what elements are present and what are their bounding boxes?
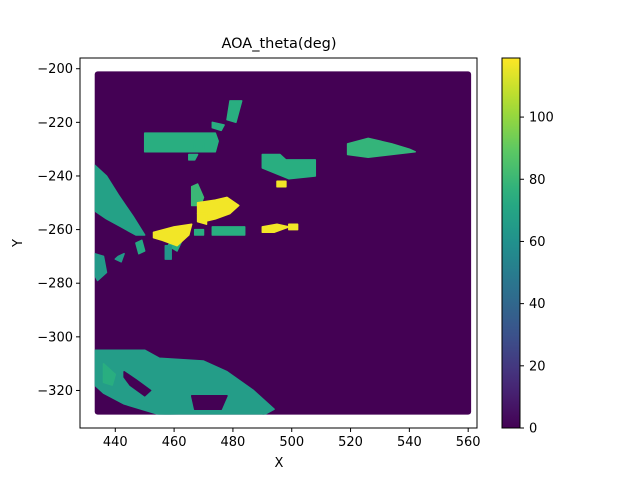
- x-tick-label: 560: [456, 435, 481, 450]
- heatmap-region: [94, 349, 275, 415]
- heatmap-region: [346, 137, 416, 158]
- x-tick-label: 520: [338, 435, 363, 450]
- y-tick-label: −240: [37, 169, 73, 184]
- colorbar-tick-label: 0: [529, 422, 537, 437]
- heatmap-region: [114, 252, 125, 263]
- y-tick-label: −320: [37, 384, 73, 399]
- plot-frame: [79, 57, 478, 429]
- heatmap-region: [94, 252, 108, 282]
- heatmap-region: [226, 100, 243, 124]
- colorbar-tick-label: 100: [529, 111, 554, 126]
- y-axis-label: Y: [11, 239, 26, 248]
- heatmap-region: [188, 153, 199, 161]
- x-axis-label: X: [275, 456, 284, 471]
- heatmap-region: [94, 164, 146, 236]
- y-tick-label: −220: [37, 116, 73, 131]
- chart-title: AOA_theta(deg): [221, 36, 336, 52]
- heatmap-region: [211, 121, 225, 132]
- colorbar: 0 20 40 60 80 100: [501, 57, 554, 437]
- heatmap-region: [211, 226, 246, 236]
- colorbar-tick-label: 80: [529, 173, 546, 188]
- heatmap-region: [261, 153, 317, 180]
- colorbar-tick-label: 40: [529, 297, 546, 312]
- heatmap-region: [288, 223, 299, 231]
- heatmap-region: [193, 228, 205, 236]
- heatmap-region: [152, 223, 193, 247]
- heatmap-region: [193, 143, 205, 150]
- y-tick-label: −300: [37, 330, 73, 345]
- heatmap-region: [261, 223, 290, 234]
- heatmap-region: [196, 212, 208, 225]
- x-tick-label: 500: [279, 435, 304, 450]
- y-tick-label: −200: [37, 62, 73, 77]
- heatmap-region: [135, 239, 146, 255]
- axes: 440 460 480 500 520 540 560 −200 −220 −240 −260 −28…: [37, 57, 481, 450]
- y-tick-label: −280: [37, 277, 73, 292]
- heatmap-region: [190, 395, 228, 410]
- colorbar-tick-label: 60: [529, 235, 546, 250]
- heatmap-region: [123, 370, 152, 397]
- x-tick-label: 480: [221, 435, 246, 450]
- heatmap-region: [102, 362, 117, 386]
- y-tick-label: −260: [37, 223, 73, 238]
- heatmap-plot-area: [94, 71, 472, 415]
- x-tick-label: 460: [162, 435, 187, 450]
- x-tick-label: 540: [397, 435, 422, 450]
- heatmap-region: [276, 180, 287, 188]
- heatmap-region: [164, 244, 172, 260]
- colorbar-tick-label: 20: [529, 359, 546, 374]
- colorbar-gradient: [501, 57, 521, 429]
- heatmap-region: [143, 132, 219, 153]
- x-tick-label: 440: [103, 435, 128, 450]
